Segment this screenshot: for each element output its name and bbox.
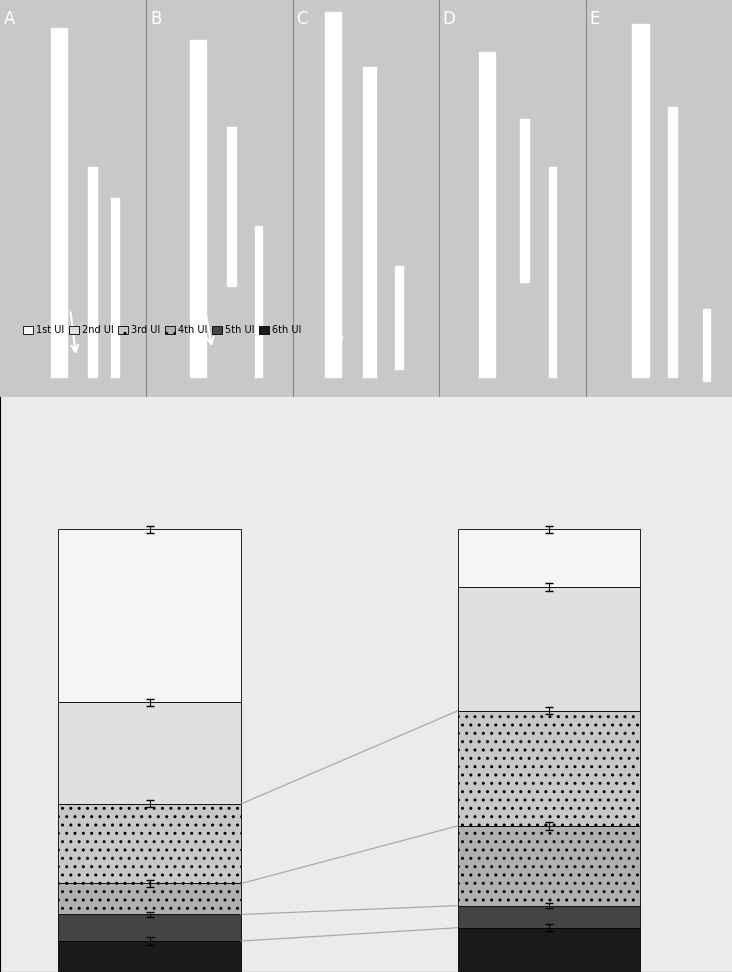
- Bar: [51, 28, 67, 377]
- Text: E: E: [589, 10, 600, 28]
- Legend: 1st UI, 2nd UI, 3rd UI, 4th UI, 5th UI, 6th UI: 1st UI, 2nd UI, 3rd UI, 4th UI, 5th UI, …: [20, 321, 305, 339]
- Bar: [458, 927, 640, 972]
- Bar: [395, 265, 403, 369]
- Bar: [59, 702, 242, 804]
- Bar: [458, 530, 640, 587]
- Bar: [59, 915, 242, 941]
- Bar: [227, 127, 236, 286]
- Bar: [632, 23, 649, 377]
- Bar: [703, 309, 710, 381]
- Bar: [520, 119, 529, 282]
- Bar: [88, 166, 97, 377]
- Bar: [59, 530, 242, 702]
- Bar: [325, 12, 341, 377]
- Bar: [190, 40, 206, 377]
- Bar: [458, 711, 640, 826]
- Text: D: D: [443, 10, 456, 28]
- Text: A: A: [4, 10, 15, 28]
- Bar: [458, 826, 640, 906]
- Bar: [59, 804, 242, 884]
- Bar: [479, 52, 495, 377]
- Bar: [549, 166, 556, 377]
- Bar: [59, 941, 242, 972]
- Bar: [363, 67, 376, 377]
- Bar: [59, 884, 242, 915]
- Bar: [111, 198, 119, 377]
- Bar: [458, 906, 640, 927]
- Bar: [668, 107, 677, 377]
- Bar: [255, 226, 262, 377]
- Bar: [458, 587, 640, 711]
- Text: B: B: [150, 10, 162, 28]
- Text: C: C: [296, 10, 308, 28]
